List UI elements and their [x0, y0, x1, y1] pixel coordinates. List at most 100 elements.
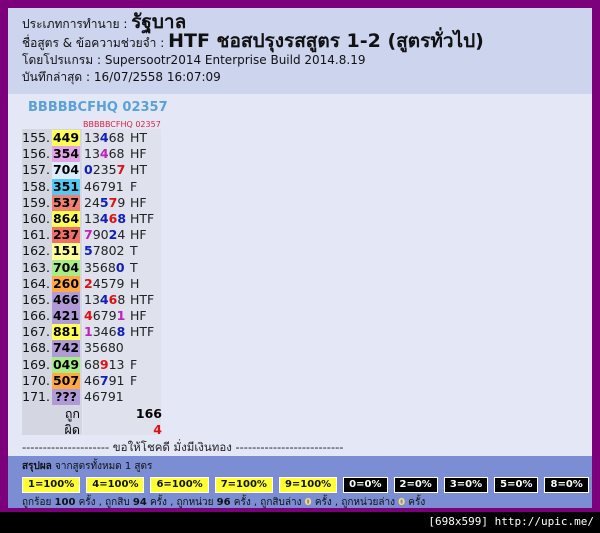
row-number: 162.	[22, 243, 50, 259]
divider: --------------------- ขอให้โชคดี มั่งมีเ…	[22, 440, 344, 454]
result: H	[130, 275, 140, 291]
count-label: ถูกร้อย	[22, 497, 52, 508]
row: 171.??? 46791	[22, 389, 154, 406]
digit-segment: 9	[99, 356, 109, 372]
digits: 24579	[84, 195, 128, 211]
count-unit: ครั้ง ,	[233, 497, 258, 508]
digit-segment: 235	[92, 162, 117, 178]
count-value: 94	[132, 497, 147, 508]
count-unit: ครั้ง ,	[149, 497, 174, 508]
digit-segment: 5	[99, 194, 109, 210]
row-number: 168.	[22, 340, 50, 356]
digit-segment: 0	[115, 259, 125, 275]
digits: 57802	[84, 243, 128, 259]
row-number: 161.	[22, 227, 50, 243]
value: 16/07/2558 16:07:09	[93, 70, 221, 84]
code: 742	[52, 340, 80, 357]
counts: ถูกร้อย 100 ครั้ง , ถูกสิบ 94 ครั้ง , ถู…	[22, 495, 578, 510]
badge: 6=100%	[150, 477, 209, 493]
digit-segment: 2	[84, 275, 93, 291]
row-number: 159.	[22, 194, 50, 210]
subtitle: จากสูตรทั้งหมด 1 สูตร	[55, 461, 153, 472]
result: HT	[130, 130, 148, 145]
digit-segment: 679	[92, 308, 117, 324]
row-number: 166.	[22, 308, 50, 324]
count-value: 0	[398, 497, 406, 508]
rows: 155. 449 13468 HT 156. 354 13468 HF 157. 704 02357…	[22, 130, 155, 406]
program-line: โดยโปรแกรม : Supersootr2014 Enterprise B…	[22, 52, 578, 69]
digit-segment: 4	[117, 227, 126, 243]
row-number: 157.	[22, 162, 50, 178]
result: HF	[130, 146, 147, 162]
row-number: 158.	[22, 178, 50, 194]
row: 170. 507 46791 F	[22, 372, 154, 389]
digits: 46791	[84, 389, 128, 405]
summary-title: สรุปผล จากสูตรทั้งหมด 1 สูตร	[22, 459, 578, 474]
digit-segment: 2	[108, 227, 118, 243]
digit-segment: 46	[84, 372, 100, 388]
digits: 46791	[84, 308, 128, 324]
digit-segment: 1	[84, 324, 93, 340]
code: 449	[52, 130, 80, 147]
digit-segment: 4	[84, 308, 93, 324]
code: 421	[52, 308, 80, 325]
count-value: 96	[216, 497, 231, 508]
panel: ประเภทการทำนาย : รัฐบาล ชื่อสูตร & ข้อคว…	[8, 8, 592, 508]
digit-segment: 4579	[92, 275, 125, 291]
badge: 9=100%	[278, 477, 338, 493]
row: 167. 881 13468 HTF	[22, 324, 154, 341]
result: HF	[130, 227, 147, 243]
row: 169. 049 68913 F	[22, 356, 154, 373]
label: โดยโปรแกรม :	[22, 53, 101, 67]
count-label: ถูกหน่วย	[176, 497, 214, 508]
badge: 1=100%	[22, 477, 81, 493]
code: 881	[52, 324, 80, 341]
row: 159. 537 24579 HF	[22, 194, 154, 211]
digit-segment: 90	[92, 227, 109, 243]
digit-segment: 5	[84, 243, 93, 259]
digits: 13468	[84, 130, 128, 146]
code: 237	[52, 227, 80, 244]
label: ประเภทการทำนาย :	[22, 17, 128, 31]
digit-segment: 35680	[84, 340, 124, 356]
wrong-row: ผิด 4	[22, 422, 162, 438]
row: 157. 704 02357 HT	[22, 162, 154, 179]
badge: 3=0%	[443, 477, 489, 493]
digits: 79024	[84, 227, 128, 243]
code: 466	[52, 291, 80, 309]
count-label: ถูกสิบ	[105, 497, 130, 508]
digit-segment: 13	[84, 291, 100, 307]
digits: 13468	[84, 146, 128, 162]
digit-segment: 68	[108, 130, 125, 145]
badge: 4=100%	[86, 477, 145, 493]
code: 537	[52, 194, 80, 211]
badge: 0=0%	[343, 477, 388, 493]
code: 864	[52, 210, 80, 228]
digits: 46791	[84, 373, 128, 389]
value: รัฐบาล	[131, 11, 187, 33]
result: F	[130, 372, 138, 388]
digit-segment: 7802	[92, 243, 125, 259]
code: 049	[52, 356, 80, 373]
result: HTF	[130, 210, 155, 226]
row-number: 155.	[22, 130, 50, 145]
row-number: 171.	[22, 389, 50, 404]
result: HF	[130, 308, 147, 324]
row: 160. 864 13468 HTF	[22, 210, 155, 228]
count-unit: ครั้ง ,	[314, 497, 339, 508]
digit-segment: 7	[84, 227, 93, 243]
summary: สรุปผล จากสูตรทั้งหมด 1 สูตร 1=100% 4=100…	[8, 456, 592, 508]
code: 354	[52, 146, 80, 163]
digit-segment: 6	[108, 210, 118, 226]
saved-line: บันทึกล่าสุด : 16/07/2558 16:07:09	[22, 69, 578, 86]
code: 704	[52, 162, 80, 179]
formula-line: ชื่อสูตร & ข้อความช่วยจำ : HTF ชอสปรุงรส…	[22, 32, 578, 52]
digit-segment: 91	[108, 372, 125, 388]
result: HF	[130, 194, 147, 210]
value: 4	[153, 422, 162, 437]
row: 166. 421 46791 HF	[22, 308, 154, 325]
digit-segment: 1	[116, 308, 126, 324]
row: 168. 742 35680	[22, 340, 154, 357]
row: 165. 466 13468 HTF	[22, 291, 154, 309]
row-number: 165.	[22, 291, 50, 307]
